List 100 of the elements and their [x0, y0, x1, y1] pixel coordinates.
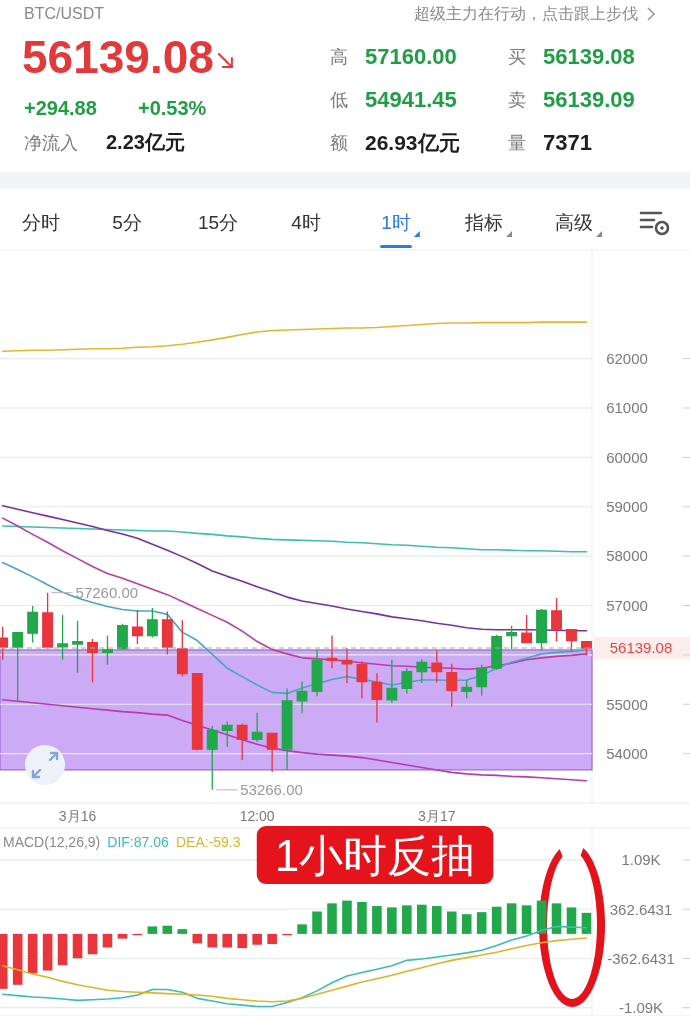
y-tick-label: 54000	[606, 744, 648, 762]
bar	[402, 905, 412, 934]
text: 分时	[22, 212, 60, 233]
text: 高级	[555, 212, 593, 233]
text: 高	[330, 47, 348, 67]
text: 15分	[197, 212, 239, 233]
candlestick	[446, 663, 458, 708]
y-tick-label: 58000	[606, 547, 648, 565]
candlestick	[72, 620, 83, 674]
bar	[237, 933, 247, 949]
text: 56139.08	[22, 31, 214, 83]
text: 2.23亿元	[106, 131, 185, 153]
bar	[581, 912, 592, 934]
candlestick	[281, 687, 293, 771]
line-series	[1, 561, 588, 695]
candlestick	[536, 608, 547, 652]
bar	[27, 933, 38, 974]
text: MACD(12,26,9)	[3, 834, 101, 850]
y-tick-label: -362.6431	[607, 949, 675, 967]
text: +0.53%	[138, 97, 207, 119]
text: 低	[330, 90, 348, 110]
candlestick	[461, 679, 473, 699]
bar	[417, 904, 427, 934]
text: 54941.45	[365, 87, 457, 112]
candlestick	[311, 649, 323, 697]
candlestick	[221, 720, 233, 748]
bar	[491, 906, 502, 934]
line-series	[1, 504, 588, 632]
bar	[177, 929, 188, 934]
bar	[57, 933, 68, 966]
text: 56139.08	[543, 44, 635, 69]
bar	[461, 914, 472, 934]
line-series	[1, 321, 588, 353]
candlestick	[371, 672, 383, 724]
bar	[207, 933, 218, 948]
text: 指标	[464, 212, 503, 233]
candlestick	[296, 680, 308, 714]
text: 超级主力在行动，点击跟上步伐	[414, 5, 638, 22]
annotation: 57260.00	[75, 583, 139, 601]
bar	[72, 933, 83, 959]
y-tick-label: 362.6431	[609, 900, 673, 918]
y-tick-label: 60000	[606, 448, 648, 466]
bar	[312, 911, 322, 934]
bar	[327, 903, 337, 934]
text: 56139.09	[543, 87, 635, 112]
bar	[387, 907, 397, 934]
candlestick	[251, 711, 263, 743]
bar	[42, 933, 53, 971]
bar	[476, 912, 487, 934]
y-tick-label: 59000	[606, 498, 648, 515]
candlestick	[146, 607, 158, 639]
annotation: 1小时反抽	[274, 830, 476, 880]
bar	[267, 933, 277, 945]
text: DIF:87.06	[107, 834, 169, 850]
bar	[297, 924, 307, 934]
annotation: 53266.00	[240, 781, 303, 799]
candlestick	[87, 638, 98, 684]
text: 量	[508, 133, 526, 153]
x-tick-label: 3月17	[418, 808, 456, 824]
candlestick	[566, 628, 577, 653]
bar	[431, 906, 442, 934]
bar	[222, 933, 233, 948]
y-tick-label: 57000	[606, 596, 648, 614]
y-tick-label: 61000	[606, 399, 648, 417]
line-series	[1, 937, 588, 1003]
candlestick	[506, 625, 518, 650]
line-series	[1, 925, 588, 1008]
y-tick-label: -1.09K	[618, 998, 664, 1016]
bar	[446, 911, 457, 934]
candlestick	[236, 722, 248, 761]
candlestick	[131, 609, 143, 645]
x-tick-label: 12:00	[239, 808, 275, 824]
text: 57160.00	[365, 44, 457, 69]
candlestick	[176, 619, 188, 678]
bar	[372, 906, 382, 934]
bar	[12, 933, 23, 985]
bar	[357, 901, 367, 934]
candlestick	[266, 732, 278, 773]
candlestick	[521, 614, 533, 644]
bar	[87, 933, 98, 955]
candlestick	[386, 659, 398, 704]
text: 净流入	[24, 133, 78, 153]
candlestick	[206, 725, 218, 791]
y-tick-label: 55000	[606, 695, 648, 713]
candlestick	[326, 634, 338, 669]
candlestick	[416, 658, 428, 684]
bar	[252, 933, 262, 945]
x-tick-label: 3月16	[58, 808, 97, 824]
candlestick	[27, 605, 39, 644]
y-tick-label: 1.09K	[621, 851, 661, 869]
bar	[162, 925, 173, 934]
line-series	[1, 517, 588, 670]
bar	[102, 933, 113, 948]
text: 买	[508, 47, 526, 67]
candlestick	[401, 667, 413, 695]
candlestick	[341, 647, 353, 684]
line-series	[1, 699, 588, 782]
text: 额	[330, 133, 348, 153]
text: 7371	[543, 130, 592, 155]
candlestick	[431, 649, 443, 684]
